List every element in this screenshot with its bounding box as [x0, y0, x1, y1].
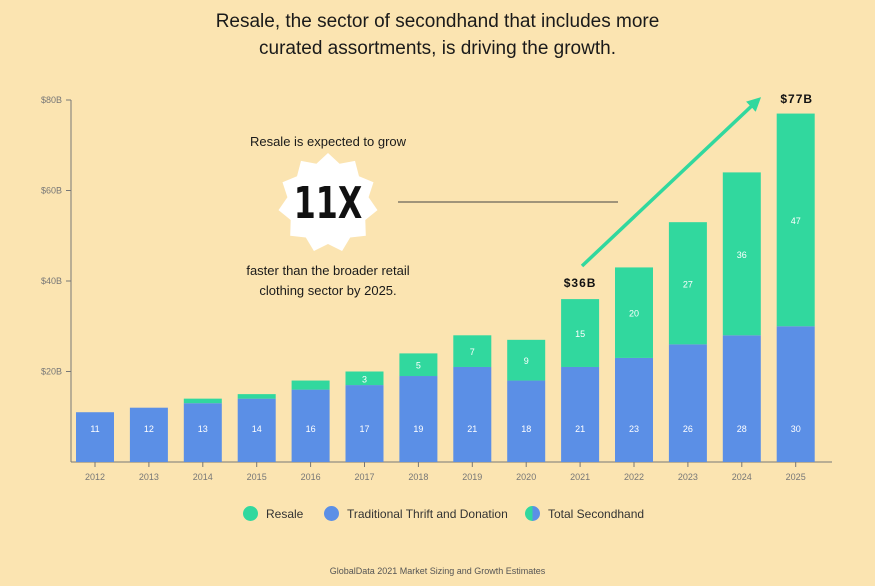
bar-thrift: [776, 326, 815, 462]
legend-label-resale: Resale: [266, 506, 304, 521]
bar-resale: [399, 353, 438, 377]
bar-label-thrift: 19: [413, 424, 423, 434]
bar-resale: [615, 267, 653, 358]
x-tick-label: 2018: [408, 472, 428, 482]
bar-label-thrift: 17: [359, 424, 369, 434]
legend-label-thrift: Traditional Thrift and Donation: [347, 506, 508, 521]
y-tick-label: $80B: [41, 95, 62, 105]
title-line-2: curated assortments, is driving the grow…: [259, 38, 616, 59]
bar-resale: [561, 299, 600, 367]
x-tick-label: 2015: [247, 472, 267, 482]
legend-swatch-total: [525, 506, 540, 521]
bar-thrift: [345, 385, 384, 462]
growth-arrow: [580, 97, 762, 268]
x-tick-label: 2025: [786, 472, 806, 482]
bar-label-resale: 20: [629, 309, 639, 319]
bar-resale: [345, 371, 384, 386]
legend-label-total: Total Secondhand: [548, 506, 645, 521]
x-tick-label: 2024: [732, 472, 752, 482]
bar-label-thrift: 14: [252, 424, 262, 434]
legend-swatch-thrift: [324, 506, 339, 521]
legend-item-resale: Resale: [243, 506, 303, 521]
x-tick-label: 2020: [516, 472, 536, 482]
x-tick-label: 2022: [624, 472, 644, 482]
bar-thrift: [129, 407, 168, 462]
x-tick-label: 2012: [85, 472, 105, 482]
x-tick-label: 2021: [570, 472, 590, 482]
bar-label-resale: 9: [524, 356, 529, 366]
source-note: GlobalData 2021 Market Sizing and Growth…: [329, 566, 546, 576]
bar-resale: [776, 113, 815, 327]
bar-thrift: [183, 403, 222, 462]
total-annotation: $77B: [780, 92, 813, 106]
bar-label-thrift: 18: [521, 424, 531, 434]
y-tick-label: $20B: [41, 367, 62, 377]
bar-label-resale: 47: [791, 216, 801, 226]
callout-top-text: Resale is expected to grow: [250, 134, 407, 149]
bar-resale: [183, 398, 222, 404]
bar-resale: [668, 222, 707, 345]
callout-bottom-line-2: clothing sector by 2025.: [259, 283, 396, 298]
callout-bottom-line-1: faster than the broader retail: [246, 263, 409, 278]
bar-thrift: [668, 344, 707, 462]
y-tick-label: $40B: [41, 276, 62, 286]
x-tick-label: 2016: [301, 472, 321, 482]
x-tick-label: 2017: [354, 472, 374, 482]
starburst-badge: [278, 153, 378, 251]
chart-title: Resale, the sector of secondhand that in…: [0, 8, 875, 62]
bar-thrift: [76, 412, 114, 462]
bar-label-resale: 27: [683, 279, 693, 289]
x-tick-label: 2019: [462, 472, 482, 482]
legend-item-total: Total Secondhand: [525, 506, 644, 521]
bar-label-thrift: 26: [683, 424, 693, 434]
bar-thrift: [399, 376, 438, 462]
bar-label-resale: 7: [470, 347, 475, 357]
legend-item-thrift: Traditional Thrift and Donation: [324, 506, 508, 521]
bar-label-thrift: 28: [737, 424, 747, 434]
bar-resale: [291, 380, 330, 390]
bar-resale: [722, 172, 761, 336]
title-line-1: Resale, the sector of secondhand that in…: [215, 11, 660, 32]
bar-label-resale: 36: [737, 250, 747, 260]
bar-resale: [453, 335, 492, 367]
legend: Resale Traditional Thrift and Donation T…: [0, 506, 875, 526]
bar-resale: [507, 339, 546, 381]
bar-thrift: [561, 366, 600, 462]
bar-label-resale: 15: [575, 329, 585, 339]
bar-thrift: [237, 398, 276, 462]
bar-label-resale: 5: [416, 361, 421, 371]
legend-swatch-resale: [243, 506, 258, 521]
bar-label-thrift: 30: [791, 424, 801, 434]
bar-label-thrift: 11: [90, 424, 99, 434]
bar-thrift: [453, 366, 492, 462]
bar-thrift: [291, 389, 330, 462]
bar-label-thrift: 21: [467, 424, 477, 434]
bar-label-thrift: 16: [306, 424, 316, 434]
callout-multiplier: 11X: [294, 178, 362, 230]
x-tick-label: 2013: [139, 472, 159, 482]
x-tick-label: 2023: [678, 472, 698, 482]
bar-label-thrift: 21: [575, 424, 585, 434]
bar-thrift: [722, 335, 761, 462]
bar-thrift: [615, 357, 653, 462]
bar-thrift: [507, 380, 546, 462]
bar-label-resale: 3: [362, 374, 367, 384]
bar-label-thrift: 23: [629, 424, 639, 434]
total-annotation: $36B: [564, 276, 597, 290]
y-tick-label: $60B: [41, 186, 62, 196]
bar-resale: [237, 394, 276, 399]
x-tick-label: 2014: [193, 472, 213, 482]
bar-label-thrift: 12: [144, 424, 154, 434]
bar-label-thrift: 13: [198, 424, 208, 434]
